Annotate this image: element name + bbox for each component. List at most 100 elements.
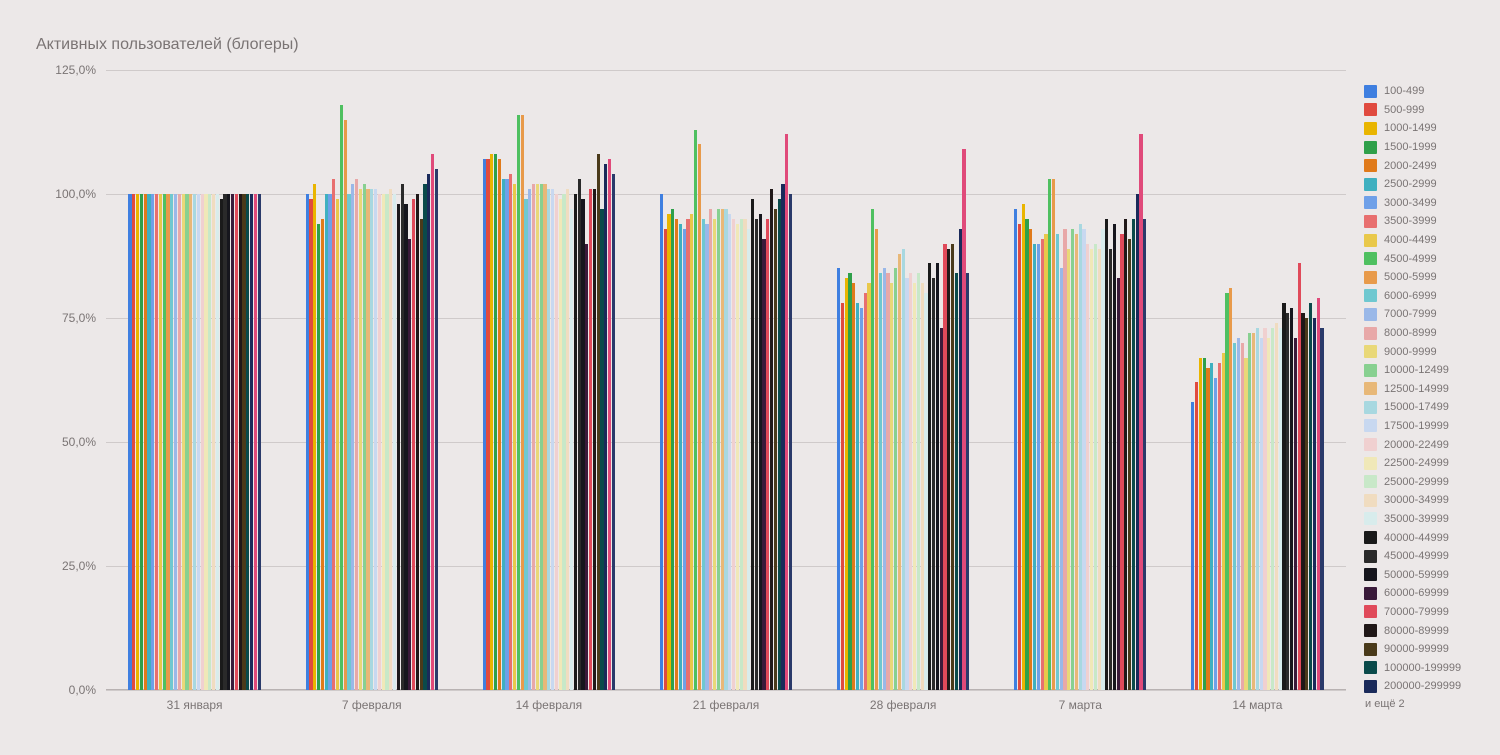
bar[interactable]	[1109, 249, 1112, 690]
bar[interactable]	[208, 194, 211, 690]
bar[interactable]	[698, 144, 701, 690]
bar[interactable]	[1060, 268, 1063, 690]
legend-item[interactable]: 50000-59999	[1364, 565, 1482, 584]
bar[interactable]	[781, 184, 784, 690]
legend-item[interactable]: 500-999	[1364, 101, 1482, 120]
bar[interactable]	[875, 229, 878, 690]
bar[interactable]	[913, 283, 916, 690]
legend-item[interactable]: 20000-22499	[1364, 435, 1482, 454]
bar[interactable]	[898, 254, 901, 690]
bar[interactable]	[239, 194, 242, 690]
legend-item[interactable]: 70000-79999	[1364, 603, 1482, 622]
bar[interactable]	[1199, 358, 1202, 690]
bar[interactable]	[509, 174, 512, 690]
bar[interactable]	[1290, 308, 1293, 690]
bar[interactable]	[1309, 303, 1312, 690]
bar[interactable]	[163, 194, 166, 690]
bar[interactable]	[1136, 194, 1139, 690]
bar[interactable]	[660, 194, 663, 690]
bar[interactable]	[686, 219, 689, 690]
bar[interactable]	[1075, 234, 1078, 690]
bar[interactable]	[1067, 249, 1070, 690]
legend-item[interactable]: 15000-17499	[1364, 398, 1482, 417]
legend-more[interactable]: и ещё 2	[1365, 698, 1482, 710]
bar[interactable]	[1033, 244, 1036, 690]
bar[interactable]	[246, 194, 249, 690]
bar[interactable]	[924, 293, 927, 690]
legend-item[interactable]: 90000-99999	[1364, 640, 1482, 659]
bar[interactable]	[671, 209, 674, 690]
bar[interactable]	[886, 273, 889, 690]
bar[interactable]	[951, 244, 954, 690]
bar[interactable]	[852, 283, 855, 690]
legend-item[interactable]: 5000-5999	[1364, 268, 1482, 287]
bar[interactable]	[363, 184, 366, 690]
bar[interactable]	[600, 209, 603, 690]
bar[interactable]	[235, 194, 238, 690]
bar[interactable]	[540, 184, 543, 690]
bar[interactable]	[955, 273, 958, 690]
bar[interactable]	[1086, 244, 1089, 690]
bar[interactable]	[147, 194, 150, 690]
bar[interactable]	[962, 149, 965, 690]
bar[interactable]	[905, 278, 908, 690]
bar[interactable]	[1071, 229, 1074, 690]
bar[interactable]	[1018, 224, 1021, 690]
legend-item[interactable]: 22500-24999	[1364, 454, 1482, 473]
bar[interactable]	[774, 209, 777, 690]
bar[interactable]	[551, 189, 554, 690]
bar[interactable]	[178, 194, 181, 690]
bar[interactable]	[1233, 343, 1236, 690]
bar[interactable]	[789, 194, 792, 690]
bar[interactable]	[393, 194, 396, 690]
bar[interactable]	[1282, 303, 1285, 690]
bar[interactable]	[313, 184, 316, 690]
bar[interactable]	[1237, 338, 1240, 690]
legend-item[interactable]: 1500-1999	[1364, 138, 1482, 157]
bar[interactable]	[612, 174, 615, 690]
bar[interactable]	[1105, 219, 1108, 690]
bar[interactable]	[389, 189, 392, 690]
bar[interactable]	[193, 194, 196, 690]
bar[interactable]	[1267, 338, 1270, 690]
bar[interactable]	[174, 194, 177, 690]
bar[interactable]	[755, 219, 758, 690]
bar[interactable]	[378, 194, 381, 690]
bar[interactable]	[1313, 318, 1316, 690]
legend-item[interactable]: 2000-2499	[1364, 156, 1482, 175]
bar[interactable]	[404, 204, 407, 690]
bar[interactable]	[385, 194, 388, 690]
bar[interactable]	[212, 194, 215, 690]
bar[interactable]	[555, 194, 558, 690]
bar[interactable]	[717, 209, 720, 690]
bar[interactable]	[325, 194, 328, 690]
bar[interactable]	[258, 194, 261, 690]
bar[interactable]	[589, 189, 592, 690]
bar[interactable]	[743, 219, 746, 690]
bar[interactable]	[306, 194, 309, 690]
bar[interactable]	[427, 174, 430, 690]
legend-item[interactable]: 30000-34999	[1364, 491, 1482, 510]
legend-item[interactable]: 4500-4999	[1364, 249, 1482, 268]
bar[interactable]	[690, 214, 693, 690]
bar[interactable]	[151, 194, 154, 690]
bar[interactable]	[702, 219, 705, 690]
legend-item[interactable]: 35000-39999	[1364, 510, 1482, 529]
bar[interactable]	[528, 189, 531, 690]
bar[interactable]	[947, 249, 950, 690]
bar[interactable]	[366, 189, 369, 690]
bar[interactable]	[547, 189, 550, 690]
bar[interactable]	[397, 204, 400, 690]
bar[interactable]	[559, 199, 562, 690]
bar[interactable]	[728, 214, 731, 690]
bar[interactable]	[1218, 363, 1221, 690]
bar[interactable]	[1094, 244, 1097, 690]
bar[interactable]	[1210, 363, 1213, 690]
bar[interactable]	[435, 169, 438, 690]
bar[interactable]	[1063, 229, 1066, 690]
bar[interactable]	[694, 130, 697, 690]
bar[interactable]	[216, 194, 219, 690]
bar[interactable]	[604, 164, 607, 690]
bar[interactable]	[166, 194, 169, 690]
bar[interactable]	[185, 194, 188, 690]
